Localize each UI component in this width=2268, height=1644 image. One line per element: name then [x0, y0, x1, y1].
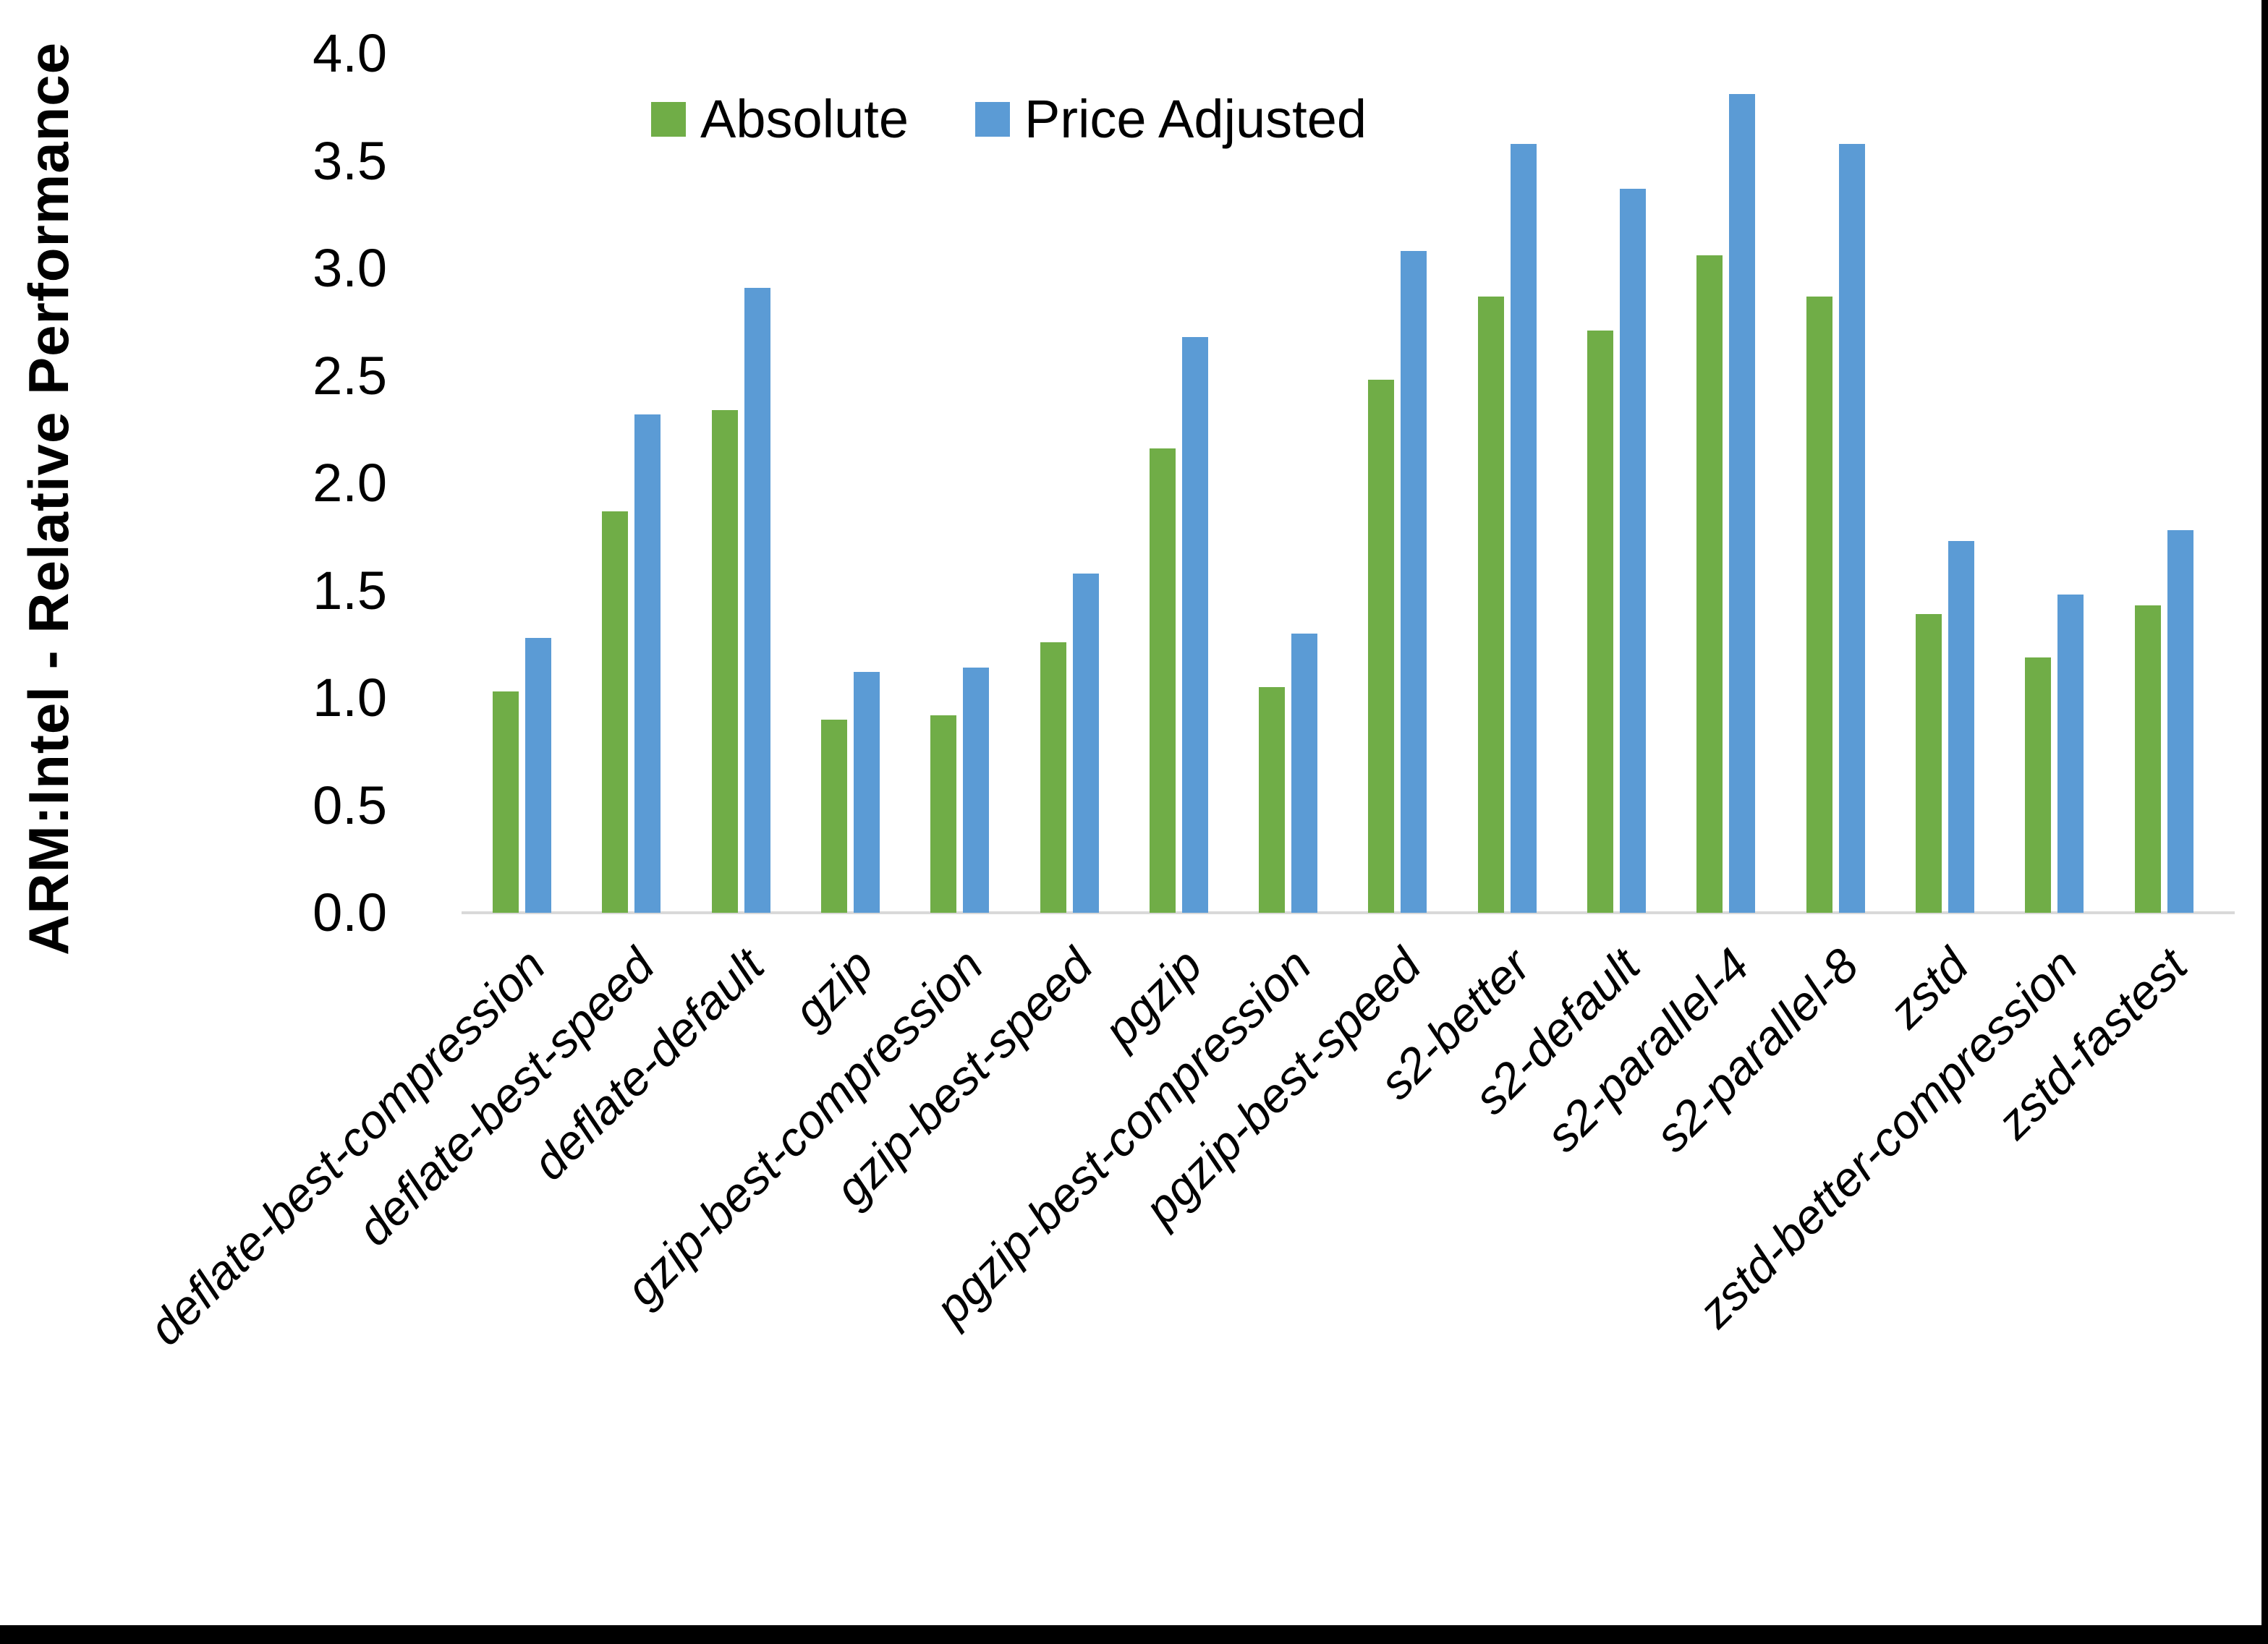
bar-absolute-s2-parallel-4 [1696, 255, 1723, 913]
bar-price-adjusted-s2-parallel-4 [1729, 94, 1756, 913]
y-tick-label-3.0: 3.0 [313, 238, 387, 298]
bar-price-adjusted-zstd [1948, 541, 1974, 913]
legend: Absolute Price Adjusted [651, 88, 1367, 150]
y-axis-title: ARM:Intel - Relative Performance [17, 42, 80, 956]
bar-absolute-deflate-best-speed [602, 511, 629, 913]
screenshot-bottom-border [0, 1625, 2268, 1644]
bar-price-adjusted-deflate-default [744, 287, 770, 913]
bar-price-adjusted-s2-better [1510, 143, 1537, 913]
y-tick-label-1.5: 1.5 [313, 560, 387, 621]
bar-absolute-pgzip [1149, 448, 1176, 913]
bar-price-adjusted-pgzip-best-speed [1401, 251, 1427, 913]
bar-price-adjusted-gzip-best-compression [963, 668, 990, 913]
bar-price-adjusted-pgzip-best-compression [1291, 633, 1318, 913]
bar-price-adjusted-s2-default [1620, 189, 1646, 913]
legend-item-price-adjusted: Price Adjusted [974, 88, 1367, 150]
bar-price-adjusted-deflate-best-speed [634, 414, 661, 913]
y-tick-label-0.5: 0.5 [313, 775, 387, 835]
bar-absolute-s2-better [1477, 296, 1504, 913]
bar-absolute-zstd-better-compression [2025, 657, 2052, 913]
bar-absolute-pgzip-best-compression [1259, 687, 1286, 913]
y-tick-label-3.5: 3.5 [313, 130, 387, 191]
bar-absolute-s2-parallel-8 [1806, 296, 1832, 913]
bar-price-adjusted-zstd-fastest [2167, 530, 2193, 913]
bar-absolute-zstd-fastest [2134, 605, 2161, 913]
legend-swatch-absolute-icon [651, 101, 686, 137]
legend-label-price-adjusted: Price Adjusted [1024, 89, 1367, 149]
y-tick-label-2.5: 2.5 [313, 345, 387, 406]
x-axis-line [462, 911, 2235, 914]
bar-price-adjusted-gzip-best-speed [1072, 573, 1099, 913]
bar-absolute-deflate-best-compression [493, 691, 519, 913]
y-tick-label-1.0: 1.0 [313, 668, 387, 728]
y-tick-label-2.0: 2.0 [313, 453, 387, 513]
bar-price-adjusted-deflate-best-compression [525, 637, 551, 913]
bar-absolute-gzip-best-compression [930, 715, 957, 913]
bar-absolute-deflate-default [711, 410, 738, 913]
bar-price-adjusted-s2-parallel-8 [1838, 143, 1865, 913]
bar-price-adjusted-pgzip [1181, 337, 1208, 913]
bar-absolute-gzip [820, 719, 847, 913]
bar-absolute-pgzip-best-speed [1368, 380, 1395, 913]
bar-price-adjusted-gzip [853, 672, 880, 913]
screenshot-right-border [2261, 0, 2268, 1644]
y-tick-label-4.0: 4.0 [313, 23, 387, 83]
bar-absolute-gzip-best-speed [1040, 642, 1066, 913]
x-label-zstd: zstd [1878, 938, 1979, 1039]
legend-label-absolute: Absolute [700, 89, 909, 149]
x-label-gzip: gzip [783, 938, 884, 1039]
bar-absolute-s2-default [1587, 331, 1613, 913]
y-tick-label-0.0: 0.0 [313, 882, 387, 942]
bar-absolute-zstd [1915, 614, 1942, 913]
legend-swatch-price-adjusted-icon [974, 101, 1010, 137]
legend-item-absolute: Absolute [651, 88, 909, 150]
bar-price-adjusted-zstd-better-compression [2057, 595, 2084, 913]
